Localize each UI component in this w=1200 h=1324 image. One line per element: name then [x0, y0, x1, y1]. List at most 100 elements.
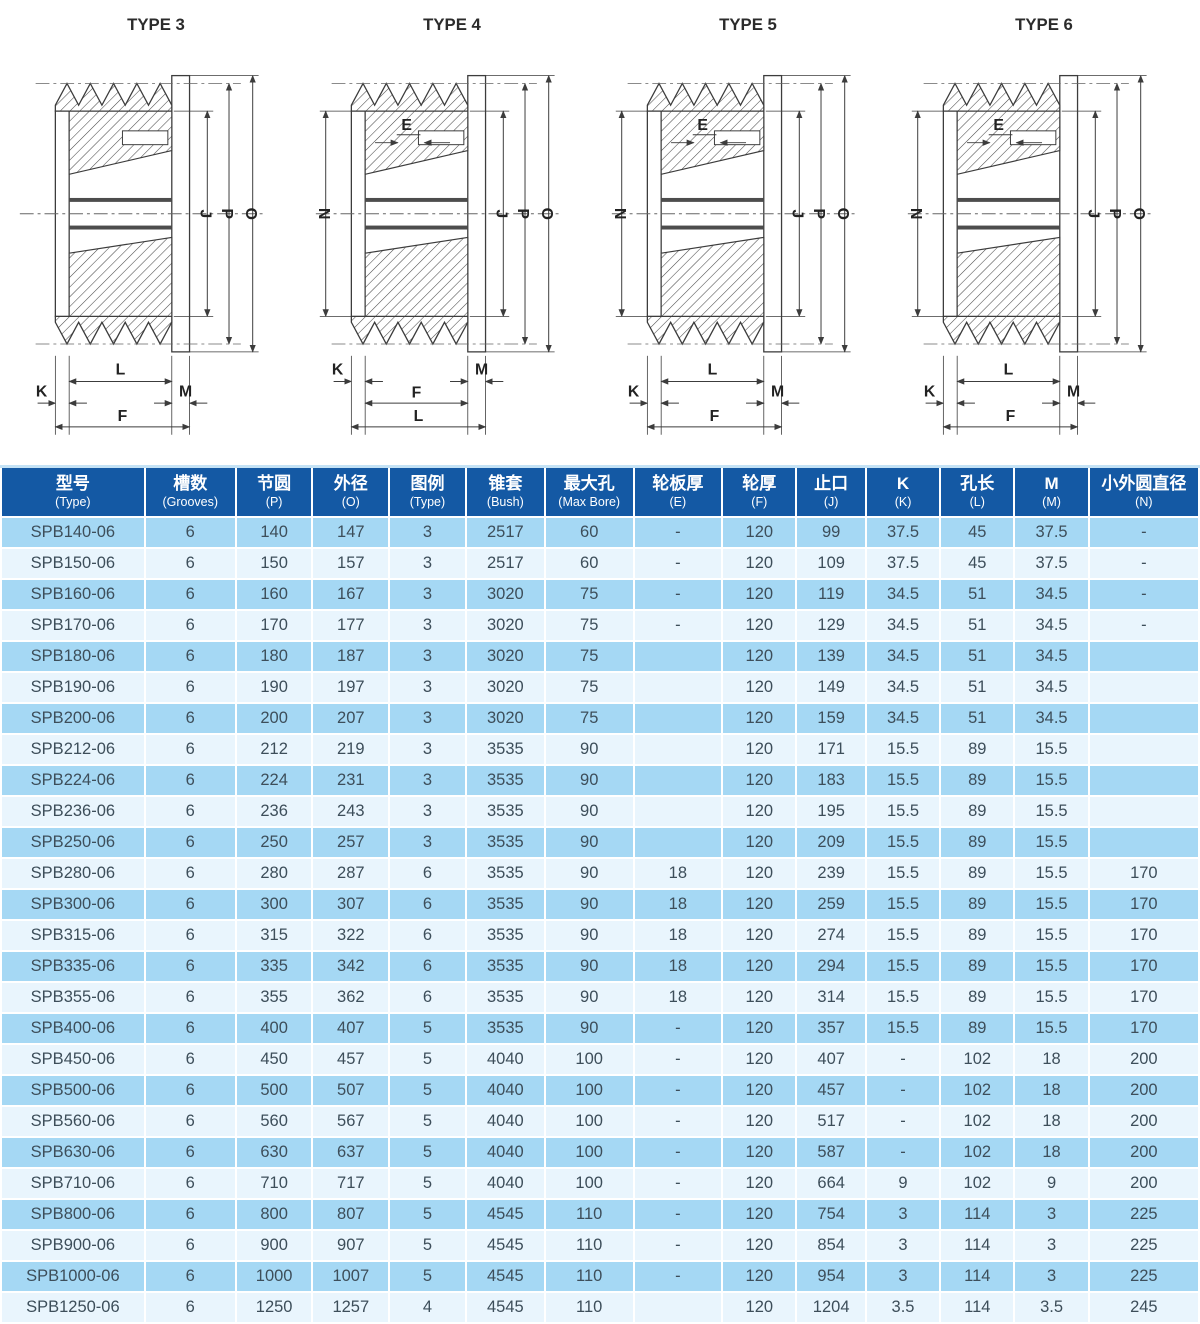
cell: 100: [543, 1104, 635, 1138]
cell: 15.5: [1013, 732, 1090, 766]
pulley-drawing: TYPE 3 J P O L K M F: [19, 15, 263, 435]
cell: SPB300-06: [0, 887, 146, 921]
dim-label-P: P: [1106, 208, 1123, 219]
dim-label-O: O: [242, 208, 259, 220]
cell: -: [864, 1135, 942, 1169]
cell: 3: [388, 794, 467, 828]
table-row: SPB190-06 6 190 197 3 3020 75 120 149 34.5 51 34.5: [0, 670, 1200, 704]
cell: 207: [311, 701, 391, 735]
cell: 3: [388, 732, 467, 766]
cell: 18: [1013, 1135, 1090, 1169]
column-header-en: (J): [823, 495, 839, 510]
cell: SPB800-06: [0, 1197, 146, 1231]
cell: 120: [721, 1166, 798, 1200]
cell: 75: [543, 670, 635, 704]
cell: 3020: [464, 608, 546, 642]
cell: 120: [721, 608, 798, 642]
column-header-zh: M: [1044, 474, 1059, 493]
cell: -: [632, 1197, 724, 1231]
dim-label-F: F: [1006, 408, 1016, 425]
cell: 45: [939, 515, 1016, 549]
cell: [632, 732, 724, 766]
cell: 3: [388, 608, 467, 642]
cell: 102: [939, 1073, 1016, 1107]
cell: -: [632, 1228, 724, 1262]
cell: 4040: [464, 1042, 546, 1076]
table-row: SPB180-06 6 180 187 3 3020 75 120 139 34.5 51 34.5: [0, 639, 1200, 673]
cell: -: [864, 1104, 942, 1138]
cell: 100: [543, 1135, 635, 1169]
cell: 6: [143, 1197, 237, 1231]
cell: 114: [939, 1228, 1016, 1262]
column-header-0: 型号 (Type): [0, 465, 146, 518]
cell: 110: [543, 1228, 635, 1262]
cell: 34.5: [864, 670, 942, 704]
dim-label-M: M: [179, 383, 192, 400]
column-header-zh: 图例: [410, 474, 445, 493]
table-row: SPB450-06 6 450 457 5 4040 100-120 407-102 18 200: [0, 1042, 1200, 1076]
cell: 231: [311, 763, 391, 797]
dim-label-N: N: [315, 208, 332, 219]
cell: 15.5: [864, 794, 942, 828]
cell: 3: [388, 763, 467, 797]
cell: 120: [721, 887, 798, 921]
cell: SPB315-06: [0, 918, 146, 952]
cell: 18: [632, 856, 724, 890]
cell: 177: [311, 608, 391, 642]
dim-label-O: O: [538, 208, 555, 220]
cell: 15.5: [1013, 949, 1090, 983]
cell: 120: [721, 1135, 798, 1169]
cell: 110: [543, 1197, 635, 1231]
cell: 200: [1087, 1135, 1200, 1169]
cell: 6: [388, 980, 467, 1014]
cell: 3: [388, 701, 467, 735]
cell: 149: [795, 670, 867, 704]
cell: 6: [143, 546, 237, 580]
cell: 147: [311, 515, 391, 549]
cell: [632, 701, 724, 735]
column-header-11: 孔长 (L): [939, 465, 1016, 518]
dim-label-M: M: [1067, 383, 1080, 400]
diagram-title: TYPE 6: [1015, 15, 1073, 34]
cell: 2517: [464, 546, 546, 580]
cell: 89: [939, 949, 1016, 983]
dim-label-P: P: [514, 208, 531, 219]
table-row: SPB400-06 6 400 407 5 3535 90-120 357 15.5 89 15.5…: [0, 1011, 1200, 1045]
cell: 219: [311, 732, 391, 766]
cell: 1257: [311, 1290, 391, 1324]
cell: 150: [234, 546, 314, 580]
cell: 15.5: [1013, 763, 1090, 797]
cell: 224: [234, 763, 314, 797]
cell: 120: [721, 1104, 798, 1138]
cell: 560: [234, 1104, 314, 1138]
column-header-en: (Grooves): [162, 495, 219, 510]
cell: 102: [939, 1135, 1016, 1169]
cell: 3: [388, 639, 467, 673]
cell: 18: [632, 918, 724, 952]
cell: 954: [795, 1259, 867, 1293]
cell: 517: [795, 1104, 867, 1138]
cell: 37.5: [864, 546, 942, 580]
column-header-en: (L): [969, 495, 985, 510]
diagram-title: TYPE 5: [719, 15, 777, 34]
cell: 34.5: [1013, 577, 1090, 611]
cell: 51: [939, 670, 1016, 704]
cell: -: [632, 1259, 724, 1293]
cell: 102: [939, 1042, 1016, 1076]
cell: 239: [795, 856, 867, 890]
cell: [1087, 794, 1200, 828]
cell: 3535: [464, 794, 546, 828]
table-row: SPB280-06 6 280 287 6 3535 90 18 120 239 15.5 89 15.…: [0, 856, 1200, 890]
cell: 120: [721, 763, 798, 797]
cell: 99: [795, 515, 867, 549]
table-row: SPB200-06 6 200 207 3 3020 75 120 159 34.5 51 34.5: [0, 701, 1200, 735]
table-row: SPB355-06 6 355 362 6 3535 90 18 120 314 15.5 89 15.…: [0, 980, 1200, 1014]
pulley-drawing: TYPE 4 J P O N E K M FL: [315, 15, 559, 435]
cell: 89: [939, 918, 1016, 952]
cell: 6: [143, 1259, 237, 1293]
cell: 197: [311, 670, 391, 704]
cell: 100: [543, 1073, 635, 1107]
cell: 120: [721, 515, 798, 549]
